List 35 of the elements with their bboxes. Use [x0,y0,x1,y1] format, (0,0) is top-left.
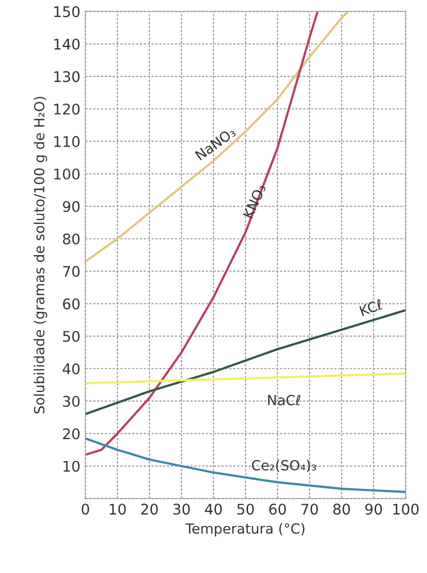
y-tick-label: 20 [63,428,80,440]
x-tick-label: 90 [365,504,382,515]
y-tick-label: 90 [62,200,80,212]
line-series [85,437,406,494]
x-tick-label: 60 [269,504,286,515]
series-label: Ce₂(SO₄)₃ [252,460,316,472]
y-tick-label: 100 [54,168,80,180]
y-tick-label: 130 [54,71,80,82]
y-tick-label: 30 [63,396,80,407]
x-axis-title: Temperatura (°C) [185,523,304,536]
text: KCℓ [359,298,384,316]
line-series [85,11,350,263]
x-tick-label: 100 [393,504,419,515]
x-tick-label: 0 [82,504,90,515]
y-tick-label: 70 [63,266,80,277]
y-tick-label: 10 [64,460,80,472]
y-tick-label: 50 [63,330,80,342]
x-tick-label: 40 [204,504,222,515]
x-tick-label: 80 [333,504,350,515]
series-label: NaCℓ [268,394,300,406]
x-tick-label: 70 [301,504,318,515]
y-tick-label: 140 [54,38,80,50]
y-tick-label: 80 [62,233,80,244]
line-series [85,11,319,456]
text: KNO₃ [242,183,266,219]
x-tick-label: 50 [237,504,254,515]
y-tick-label: 60 [63,298,80,310]
x-tick-label: 30 [173,504,190,515]
x-tick-label: 10 [110,504,126,515]
y-tick-label: 110 [54,136,80,148]
y-tick-label: 150 [54,6,80,18]
y-tick-label: 120 [54,104,80,115]
y-axis-title: Solubilidade (gramas de soluto/100 g de H₂O) [34,96,48,414]
y-tick-label: 40 [62,363,80,374]
x-tick-label: 20 [141,504,158,515]
